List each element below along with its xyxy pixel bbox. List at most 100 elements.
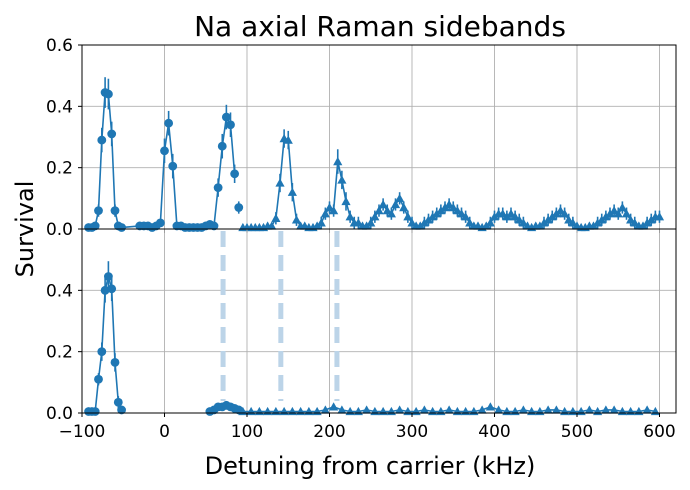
top-triangle-point bbox=[395, 193, 405, 203]
bottom-triangle-point bbox=[485, 402, 495, 411]
bottom-triangle-point bbox=[494, 405, 504, 414]
top-triangle-point bbox=[444, 199, 454, 209]
top-triangle-point bbox=[353, 218, 363, 227]
top-triangle-point bbox=[287, 187, 297, 196]
bottom-circle-point bbox=[107, 284, 117, 294]
top-circle-point bbox=[117, 223, 126, 232]
bottom-circle-point bbox=[90, 407, 100, 416]
bottom-triangle-point bbox=[584, 405, 594, 414]
top-triangle-point bbox=[626, 215, 636, 224]
top-triangle-point bbox=[341, 196, 351, 206]
top-triangle-point bbox=[403, 212, 413, 221]
top-triangle-point bbox=[271, 213, 281, 222]
top-triangle-point bbox=[601, 212, 611, 221]
bottom-circle-point bbox=[94, 374, 103, 384]
xtick-label: 100 bbox=[231, 422, 263, 442]
top-triangle-point bbox=[638, 221, 648, 230]
top-triangle-point bbox=[560, 209, 570, 218]
top-triangle-point bbox=[597, 215, 607, 224]
top-triangle-point bbox=[481, 221, 491, 230]
bottom-triangle-point bbox=[329, 402, 339, 411]
top-triangle-point bbox=[485, 218, 495, 227]
top-circle-point bbox=[110, 206, 120, 216]
top-triangle-point bbox=[564, 215, 574, 224]
top-triangle-point bbox=[555, 206, 566, 215]
top-triangle-point bbox=[510, 212, 520, 221]
top-triangle-point bbox=[316, 218, 326, 227]
top-triangle-point bbox=[333, 156, 343, 166]
bottom-triangle-point bbox=[337, 405, 347, 414]
top-triangle-point bbox=[539, 218, 549, 227]
top-triangle-point bbox=[267, 221, 277, 230]
top-triangle-point bbox=[551, 209, 561, 218]
top-circle-point bbox=[107, 129, 117, 139]
top-triangles-line bbox=[242, 137, 660, 229]
xtick-label: 300 bbox=[396, 422, 428, 442]
top-circle-point bbox=[97, 135, 107, 145]
bottom-circle-point bbox=[117, 405, 126, 415]
bottom-ytick-label: 0.0 bbox=[46, 404, 73, 424]
top-triangle-point bbox=[374, 206, 384, 215]
top-triangle-point bbox=[646, 215, 656, 224]
bottom-triangle-point bbox=[419, 405, 429, 414]
bottom-triangle-point bbox=[320, 405, 330, 414]
bottom-triangle-point bbox=[395, 405, 405, 414]
top-circle-point bbox=[217, 141, 227, 151]
top-ytick-label: 0.0 bbox=[46, 220, 73, 240]
top-triangle-point bbox=[461, 212, 471, 221]
bottom-circle-point bbox=[100, 285, 110, 295]
bottom-triangle-point bbox=[444, 405, 454, 414]
top-triangle-point bbox=[535, 221, 545, 230]
bottom-triangle-point bbox=[362, 405, 372, 414]
top-circle-point bbox=[234, 203, 244, 212]
top-triangle-point bbox=[419, 218, 429, 227]
bottom-frame bbox=[81, 228, 677, 414]
top-triangle-point bbox=[436, 206, 446, 215]
top-triangle-point bbox=[547, 212, 557, 221]
bottom-ytick-label: 0.4 bbox=[46, 281, 73, 301]
top-triangle-point bbox=[428, 212, 438, 221]
top-circle-point bbox=[104, 89, 113, 99]
top-circle-point bbox=[160, 146, 169, 156]
top-triangle-point bbox=[609, 206, 619, 215]
top-triangle-point bbox=[506, 209, 516, 218]
top-panel: 0.0 0.2 0.4 0.6 bbox=[46, 36, 677, 240]
top-triangle-point bbox=[415, 221, 425, 230]
top-circle-point bbox=[94, 206, 103, 216]
top-triangle-point bbox=[518, 218, 528, 227]
top-triangle-point bbox=[337, 175, 347, 184]
top-frame bbox=[81, 44, 677, 230]
top-triangle-point bbox=[329, 206, 339, 215]
top-triangle-point bbox=[370, 212, 380, 221]
xtick-label: 0 bbox=[159, 422, 170, 442]
xtick-label: 400 bbox=[478, 422, 510, 442]
top-triangle-point bbox=[502, 212, 512, 221]
top-triangle-point bbox=[440, 202, 450, 212]
top-triangle-point bbox=[345, 212, 355, 221]
top-triangle-point bbox=[366, 218, 376, 227]
top-ytick-label: 0.2 bbox=[46, 159, 73, 179]
top-triangle-point bbox=[312, 221, 322, 230]
top-triangle-point bbox=[489, 212, 500, 221]
top-circles-line bbox=[88, 91, 236, 229]
xtick-label: 600 bbox=[643, 422, 675, 442]
top-circle-point bbox=[155, 218, 165, 228]
bottom-triangle-point bbox=[551, 405, 561, 414]
top-triangle-point bbox=[283, 135, 293, 144]
top-triangle-point bbox=[605, 209, 615, 218]
bottom-triangle-point bbox=[601, 405, 611, 414]
top-triangle-point bbox=[543, 215, 553, 224]
top-circle-point bbox=[230, 169, 240, 179]
top-circle-point bbox=[213, 183, 223, 193]
top-triangle-point bbox=[423, 215, 434, 224]
bottom-triangle-point bbox=[543, 405, 553, 414]
top-triangle-point bbox=[399, 202, 409, 212]
chart-title: Na axial Raman sidebands bbox=[194, 10, 566, 43]
top-triangle-point bbox=[617, 202, 627, 212]
top-triangle-point bbox=[593, 218, 603, 227]
top-triangle-point bbox=[320, 209, 330, 218]
top-circle-point bbox=[164, 118, 174, 128]
bottom-triangle-point bbox=[518, 405, 528, 414]
top-triangle-point bbox=[432, 209, 442, 218]
